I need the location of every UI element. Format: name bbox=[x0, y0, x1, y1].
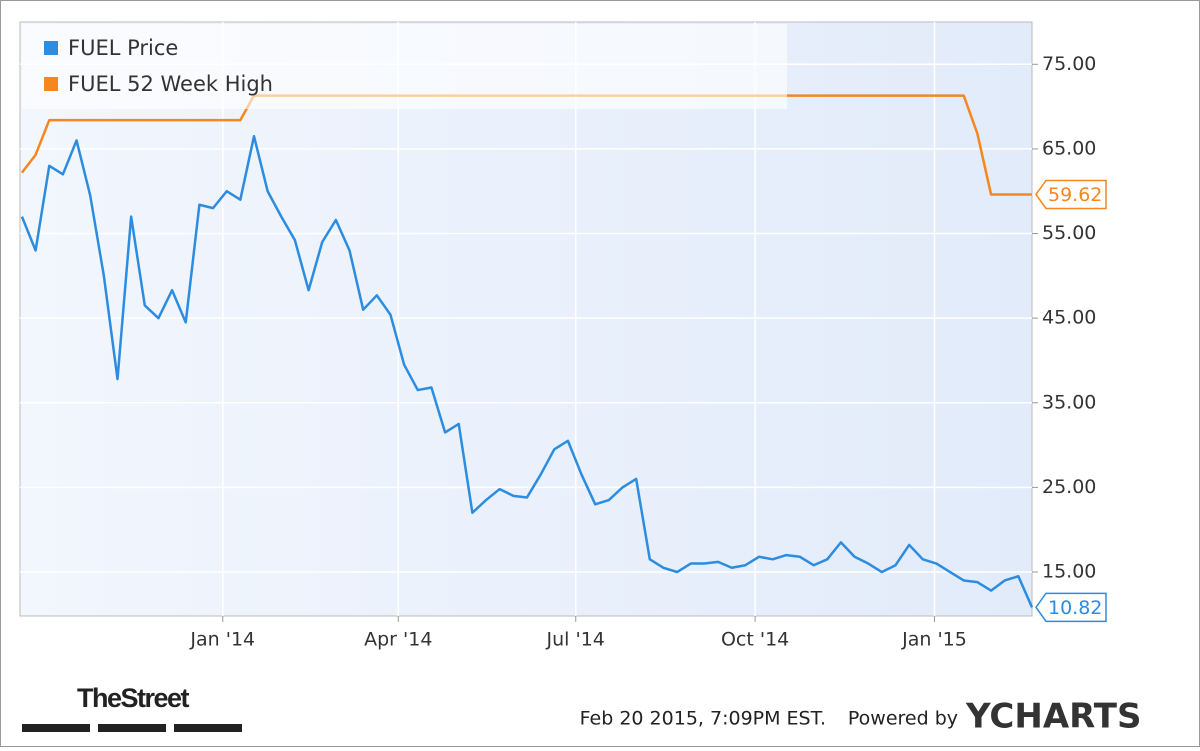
x-tick-label: Apr '14 bbox=[364, 629, 432, 651]
y-tick-label: 45.00 bbox=[1042, 307, 1096, 329]
x-tick-label: Jul '14 bbox=[546, 629, 605, 651]
legend-swatch bbox=[44, 41, 58, 55]
logo-bar bbox=[22, 724, 90, 732]
y-tick-label: 65.00 bbox=[1042, 137, 1096, 159]
legend-swatch bbox=[44, 77, 58, 91]
x-tick-label: Oct '14 bbox=[721, 629, 789, 651]
y-tick-label: 55.00 bbox=[1042, 222, 1096, 244]
y-tick-label: 35.00 bbox=[1042, 391, 1096, 413]
legend-box bbox=[22, 24, 787, 109]
x-tick-label: Jan '14 bbox=[189, 629, 255, 651]
y-tick-label: 15.00 bbox=[1042, 561, 1096, 583]
end-label-box bbox=[1035, 179, 1107, 210]
y-tick-label: 25.00 bbox=[1042, 476, 1096, 498]
end-label: 59.62 bbox=[1048, 184, 1102, 206]
plot-area bbox=[19, 21, 1033, 617]
end-label-box bbox=[1035, 592, 1107, 623]
logo-bar bbox=[98, 724, 166, 732]
brand-logo: YCHARTS bbox=[965, 697, 1141, 737]
publisher-logo: TheStreet bbox=[77, 683, 190, 713]
legend-label: FUEL Price bbox=[68, 36, 178, 60]
series-line bbox=[20, 134, 1034, 608]
powered-by: Powered by bbox=[848, 708, 958, 730]
legend-label: FUEL 52 Week High bbox=[68, 72, 273, 96]
timestamp: Feb 20 2015, 7:09PM EST. bbox=[580, 708, 826, 730]
end-label: 10.82 bbox=[1048, 597, 1102, 619]
x-tick-label: Jan '15 bbox=[901, 629, 967, 651]
y-tick-label: 75.00 bbox=[1042, 53, 1096, 75]
logo-bar bbox=[174, 724, 242, 732]
